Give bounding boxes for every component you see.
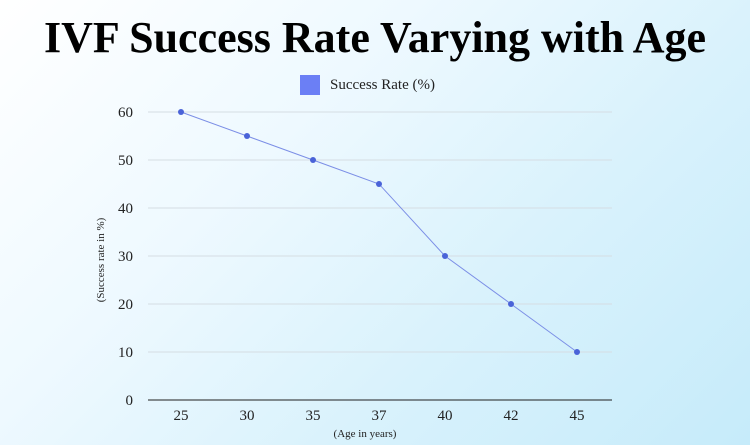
data-point xyxy=(310,157,316,163)
x-tick-labels: 25 30 35 37 40 42 45 xyxy=(174,408,585,424)
y-tick-label: 10 xyxy=(118,345,133,361)
x-axis-label: (Age in years) xyxy=(334,428,397,440)
y-tick-label: 40 xyxy=(118,201,133,217)
x-tick-label: 40 xyxy=(438,408,453,424)
legend: Success Rate (%) xyxy=(300,75,435,95)
series-layer xyxy=(178,109,580,355)
y-tick-label: 50 xyxy=(118,153,133,169)
legend-swatch xyxy=(300,75,320,95)
x-tick-label: 45 xyxy=(570,408,585,424)
data-point xyxy=(574,349,580,355)
data-point xyxy=(178,109,184,115)
series-line xyxy=(180,111,578,353)
legend-label: Success Rate (%) xyxy=(330,76,435,93)
x-tick-label: 30 xyxy=(240,408,255,424)
y-tick-labels: 0 10 20 30 40 50 60 xyxy=(118,105,133,409)
data-point xyxy=(376,181,382,187)
y-tick-label: 20 xyxy=(118,297,133,313)
x-tick-label: 35 xyxy=(306,408,321,424)
x-tick-label: 42 xyxy=(504,408,519,424)
x-tick-label: 37 xyxy=(372,408,388,424)
y-tick-label: 60 xyxy=(118,105,133,121)
y-tick-label: 30 xyxy=(118,249,133,265)
y-axis-label: (Success rate in %) xyxy=(95,217,107,302)
grid-layer xyxy=(148,111,612,353)
chart-title: IVF Success Rate Varying with Age xyxy=(43,13,707,62)
data-point xyxy=(442,253,448,259)
data-point xyxy=(508,301,514,307)
y-tick-label: 0 xyxy=(126,393,134,409)
x-tick-label: 25 xyxy=(174,408,189,424)
data-point xyxy=(244,133,250,139)
